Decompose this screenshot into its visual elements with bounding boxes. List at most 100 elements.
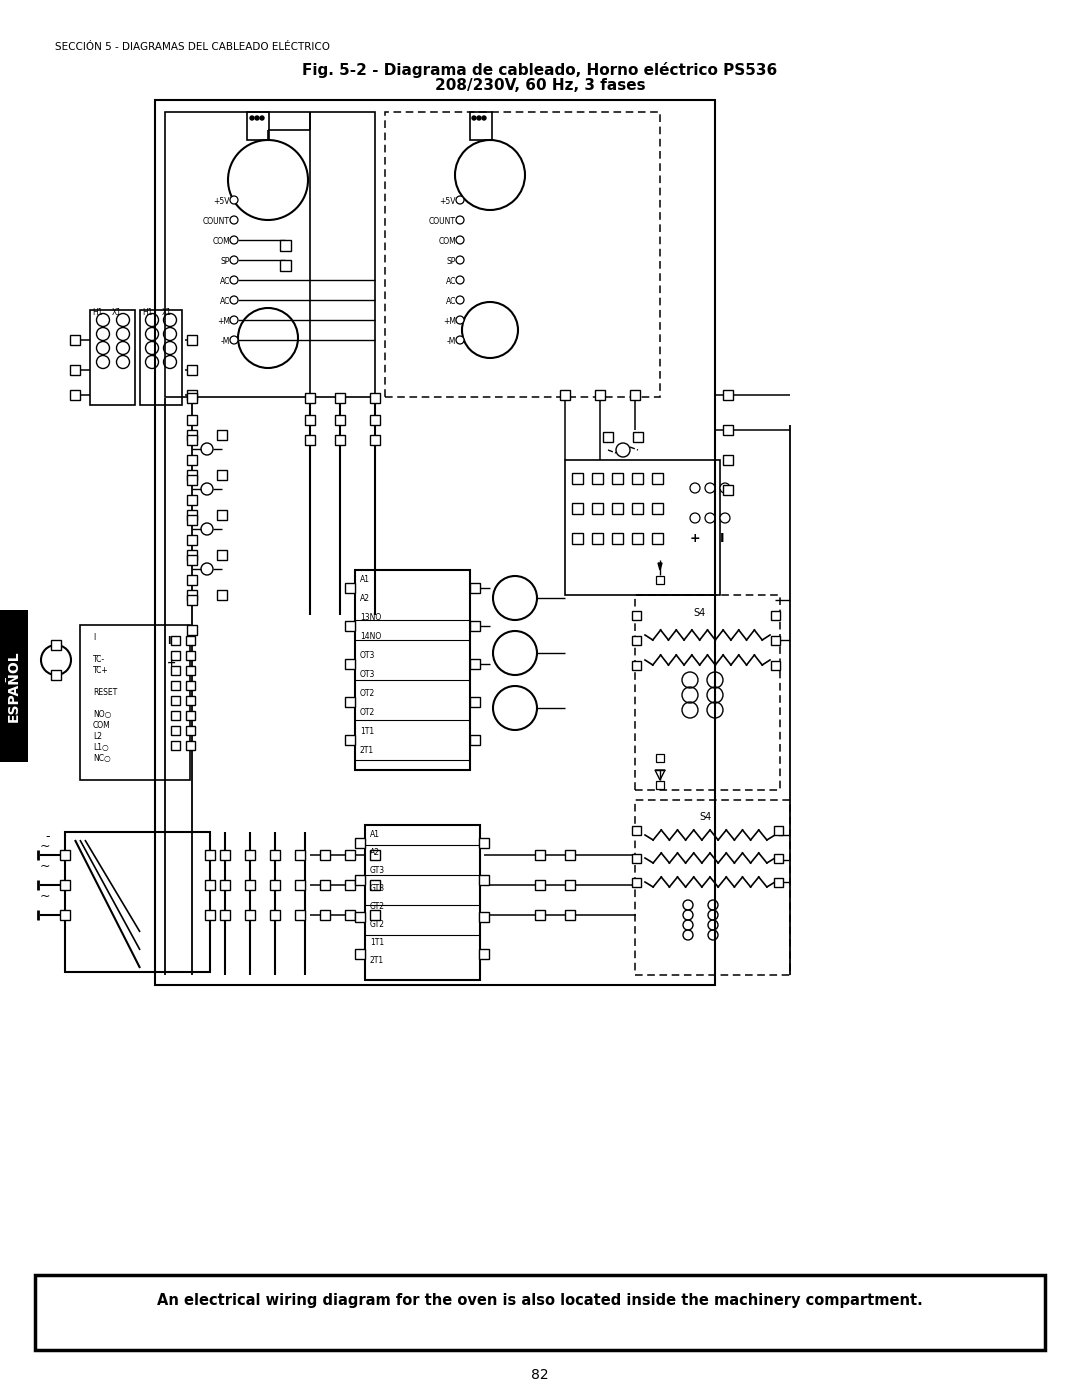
Bar (345, 697, 355, 707)
Text: I: I (167, 636, 171, 645)
Bar (632, 472, 643, 483)
Text: AC: AC (446, 277, 456, 286)
Bar (535, 909, 545, 921)
Bar (355, 949, 365, 958)
Bar (187, 595, 197, 605)
Circle shape (456, 316, 464, 324)
Polygon shape (658, 563, 662, 570)
Circle shape (230, 337, 238, 344)
Bar (70, 365, 80, 374)
Text: SP: SP (447, 257, 456, 265)
Bar (345, 909, 355, 921)
Circle shape (456, 196, 464, 204)
Circle shape (456, 277, 464, 284)
Text: -: - (45, 830, 50, 842)
Bar (80, 624, 190, 780)
Text: COM: COM (93, 721, 111, 731)
Bar (320, 849, 330, 861)
Circle shape (616, 443, 630, 457)
Circle shape (472, 116, 476, 120)
Bar (305, 393, 315, 402)
Circle shape (690, 483, 700, 493)
Bar (186, 651, 194, 659)
Bar (723, 390, 733, 400)
Bar (345, 622, 355, 631)
Text: TC+: TC+ (93, 666, 109, 675)
Bar (571, 532, 582, 543)
Bar (220, 909, 230, 921)
Bar (470, 735, 480, 745)
Text: COM: COM (438, 237, 456, 246)
Bar (35, 1275, 1045, 1350)
Text: -M: -M (220, 337, 230, 346)
Bar (335, 434, 345, 446)
Bar (51, 640, 60, 650)
Bar (632, 532, 643, 543)
Bar (592, 503, 603, 514)
Circle shape (456, 217, 464, 224)
Bar (656, 576, 664, 584)
Circle shape (705, 513, 715, 522)
Text: 13NO: 13NO (360, 613, 381, 622)
Bar (220, 880, 230, 890)
Bar (186, 665, 194, 675)
Text: OT3: OT3 (360, 671, 376, 679)
Bar (365, 826, 480, 981)
Bar (773, 877, 783, 887)
Bar (773, 854, 783, 862)
Bar (187, 390, 197, 400)
Bar (187, 365, 197, 374)
Text: COM: COM (213, 237, 230, 246)
Text: COUNT: COUNT (429, 217, 456, 226)
Text: 2T1: 2T1 (360, 746, 374, 754)
Bar (370, 849, 380, 861)
Circle shape (720, 513, 730, 522)
Bar (217, 430, 227, 440)
Bar (186, 740, 194, 750)
Text: S4: S4 (693, 608, 706, 617)
Text: ~: ~ (40, 861, 51, 873)
Bar (480, 838, 489, 848)
Bar (370, 880, 380, 890)
Text: OT2: OT2 (360, 689, 375, 698)
Bar (187, 469, 197, 481)
Bar (384, 112, 660, 397)
Text: H1: H1 (141, 307, 152, 317)
Bar (611, 472, 622, 483)
Text: 2T1: 2T1 (370, 956, 384, 965)
Bar (345, 849, 355, 861)
Bar (345, 583, 355, 592)
Bar (470, 622, 480, 631)
Bar (770, 636, 780, 644)
Bar (220, 849, 230, 861)
Bar (187, 515, 197, 525)
Bar (370, 434, 380, 446)
Bar (535, 849, 545, 861)
Circle shape (201, 563, 213, 576)
Bar (723, 425, 733, 434)
Bar (320, 909, 330, 921)
Bar (611, 503, 622, 514)
Text: L1○: L1○ (93, 743, 109, 752)
Bar (187, 393, 197, 402)
Circle shape (456, 236, 464, 244)
Circle shape (230, 256, 238, 264)
Circle shape (201, 483, 213, 495)
Bar (656, 781, 664, 789)
Bar (217, 510, 227, 520)
Bar (245, 909, 255, 921)
Bar (320, 880, 330, 890)
Circle shape (230, 217, 238, 224)
Bar (186, 725, 194, 735)
Bar (270, 880, 280, 890)
Bar (635, 595, 780, 789)
Bar (305, 434, 315, 446)
Bar (60, 880, 70, 890)
Bar (565, 849, 575, 861)
Text: I: I (93, 633, 95, 643)
Text: RESET: RESET (93, 687, 118, 697)
Bar (156, 101, 715, 985)
Text: S4: S4 (699, 812, 711, 821)
Bar (355, 838, 365, 848)
Bar (165, 112, 375, 397)
